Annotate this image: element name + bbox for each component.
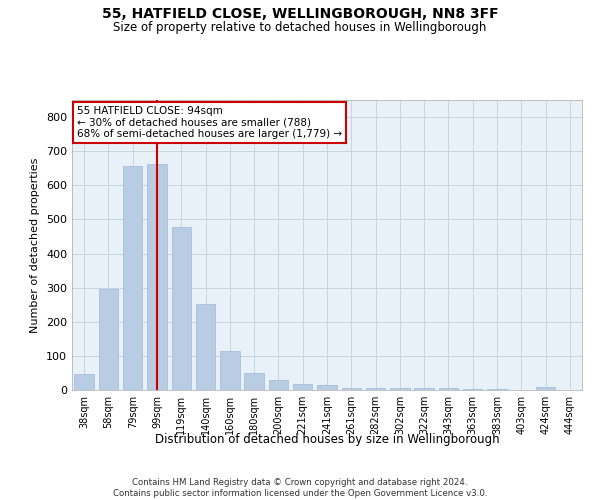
Text: 55 HATFIELD CLOSE: 94sqm
← 30% of detached houses are smaller (788)
68% of semi-: 55 HATFIELD CLOSE: 94sqm ← 30% of detach… [77,106,342,139]
Bar [293,384,313,390]
Y-axis label: Number of detached properties: Number of detached properties [31,158,40,332]
Bar [123,166,142,390]
Bar [244,372,264,390]
Bar [439,388,458,390]
Text: Size of property relative to detached houses in Wellingborough: Size of property relative to detached ho… [113,21,487,34]
Bar [536,387,555,390]
Text: Contains HM Land Registry data © Crown copyright and database right 2024.
Contai: Contains HM Land Registry data © Crown c… [113,478,487,498]
Bar [487,388,507,390]
Bar [463,388,482,390]
Bar [220,352,239,390]
Text: Distribution of detached houses by size in Wellingborough: Distribution of detached houses by size … [155,432,499,446]
Bar [99,290,118,390]
Bar [415,388,434,390]
Bar [172,228,191,390]
Bar [341,388,361,390]
Bar [366,388,385,390]
Bar [196,304,215,390]
Bar [74,374,94,390]
Bar [147,164,167,390]
Bar [390,388,410,390]
Text: 55, HATFIELD CLOSE, WELLINGBOROUGH, NN8 3FF: 55, HATFIELD CLOSE, WELLINGBOROUGH, NN8 … [101,8,499,22]
Bar [269,380,288,390]
Bar [317,385,337,390]
